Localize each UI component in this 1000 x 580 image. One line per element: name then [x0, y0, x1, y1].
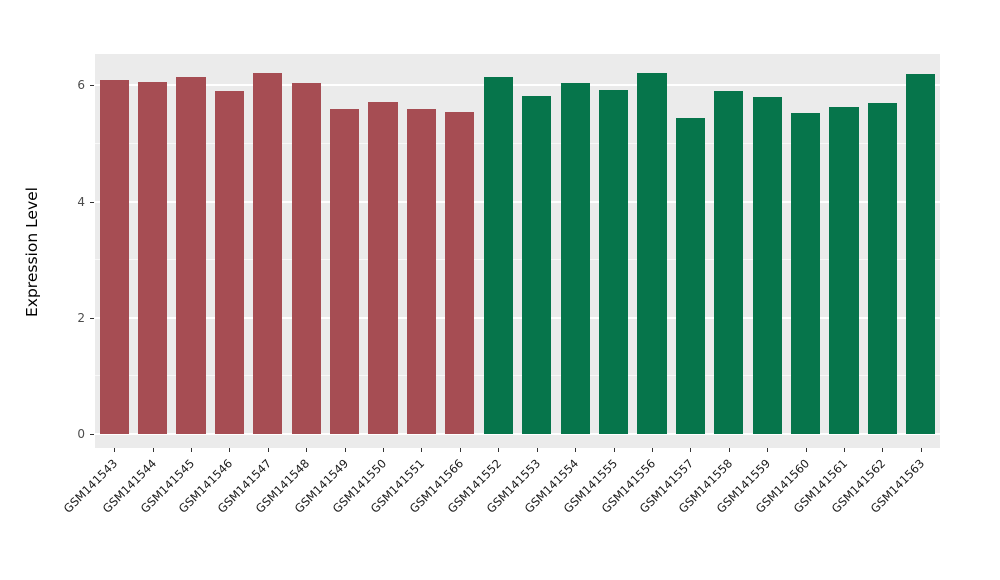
- y-tick-label: 4: [77, 194, 85, 209]
- x-tick-mark: [920, 448, 922, 452]
- bar-GSM141558: [714, 91, 744, 435]
- minor-gridline: [95, 142, 940, 144]
- bar-GSM141551: [406, 108, 437, 435]
- x-tick-mark: [843, 448, 845, 452]
- bar-GSM141543: [99, 79, 129, 435]
- bar-GSM141556: [637, 73, 667, 435]
- bar-GSM141557: [675, 117, 705, 435]
- x-tick-mark: [229, 448, 231, 452]
- bar-GSM141561: [829, 106, 859, 435]
- bar-GSM141547: [253, 73, 283, 435]
- x-tick-mark: [421, 448, 423, 452]
- y-tick-label: 2: [77, 310, 85, 325]
- y-tick-mark: [90, 434, 94, 436]
- major-gridline: [95, 316, 940, 319]
- x-tick-mark: [344, 448, 346, 452]
- x-tick-mark: [267, 448, 269, 452]
- minor-gridline: [95, 259, 940, 261]
- major-gridline: [95, 200, 940, 203]
- bar-GSM141544: [138, 81, 168, 435]
- minor-gridline: [95, 375, 940, 377]
- bar-GSM141566: [445, 111, 475, 435]
- x-tick-mark: [690, 448, 692, 452]
- x-tick-mark: [651, 448, 653, 452]
- bar-GSM141552: [483, 76, 513, 435]
- bar-GSM141563: [906, 73, 936, 435]
- y-tick-label: 0: [77, 427, 85, 442]
- x-tick-mark: [306, 448, 308, 452]
- bar-GSM141553: [522, 95, 552, 435]
- bar-GSM141559: [752, 97, 782, 435]
- x-tick-mark: [728, 448, 730, 452]
- bar-GSM141545: [176, 76, 206, 435]
- x-tick-mark: [152, 448, 154, 452]
- x-tick-mark: [575, 448, 577, 452]
- x-tick-mark: [498, 448, 500, 452]
- major-gridline: [95, 84, 940, 87]
- bar-GSM141549: [330, 108, 360, 435]
- bar-GSM141554: [560, 83, 590, 435]
- y-tick-mark: [90, 85, 94, 87]
- y-tick-label: 6: [77, 78, 85, 93]
- y-tick-mark: [90, 317, 94, 319]
- x-tick-mark: [613, 448, 615, 452]
- x-tick-mark: [383, 448, 385, 452]
- bar-GSM141555: [598, 90, 629, 435]
- bar-GSM141550: [368, 102, 398, 435]
- x-tick-mark: [459, 448, 461, 452]
- x-tick-mark: [536, 448, 538, 452]
- y-tick-mark: [90, 201, 94, 203]
- plot-panel: [95, 54, 940, 448]
- bar-GSM141546: [214, 91, 245, 435]
- x-tick-mark: [805, 448, 807, 452]
- x-tick-mark: [767, 448, 769, 452]
- bar-GSM141548: [291, 83, 321, 435]
- bar-GSM141562: [867, 102, 897, 435]
- x-tick-mark: [191, 448, 193, 452]
- x-tick-mark: [882, 448, 884, 452]
- major-gridline: [95, 433, 940, 436]
- bar-GSM141560: [790, 112, 821, 435]
- y-axis-title: Expression Level: [23, 187, 41, 317]
- x-tick-mark: [114, 448, 116, 452]
